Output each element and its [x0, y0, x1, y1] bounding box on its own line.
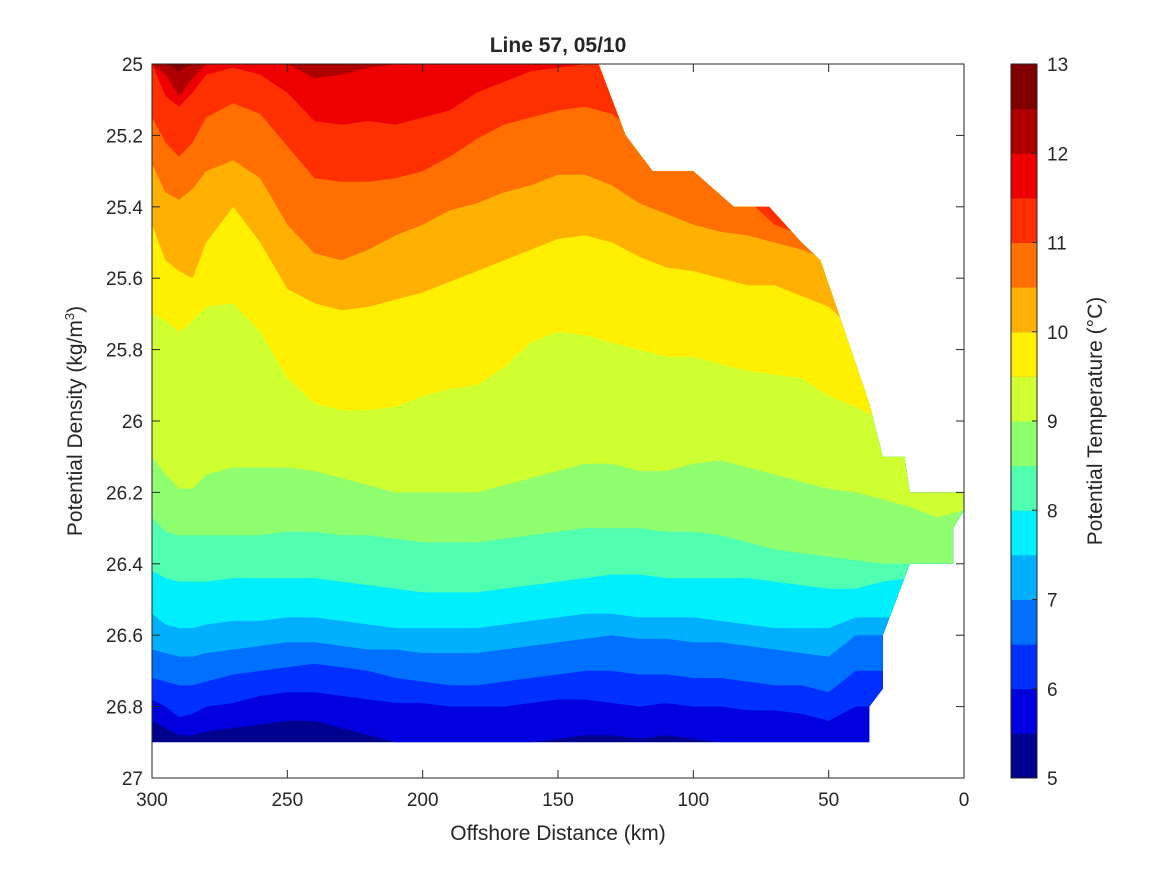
x-tick-label: 150: [542, 790, 574, 811]
colorbar-label: Potential Temperature (°C): [1084, 297, 1107, 545]
x-tick-label: 250: [271, 790, 303, 811]
colorbar-tick-label: 5: [1047, 769, 1058, 790]
colorbar-swatch: [1011, 242, 1037, 288]
x-tick-label: 100: [677, 790, 709, 811]
y-axis-label-text: Potential Density (kg/m: [64, 320, 87, 536]
y-tick-label: 26: [122, 412, 143, 433]
colorbar-swatch: [1011, 688, 1037, 734]
y-tick-label: 25.8: [106, 341, 143, 362]
y-tick-label: 26.6: [106, 626, 143, 647]
colorbar-swatch: [1011, 376, 1037, 422]
colorbar-swatch: [1011, 421, 1037, 467]
y-tick-label: 26.8: [106, 698, 143, 719]
colorbar-swatch: [1011, 510, 1037, 556]
y-axis-ticks: 25 25.2 25.4 25.6 25.8 26 26.2 26.4 26.6 26.8 27: [106, 55, 964, 790]
colorbar-swatch: [1011, 153, 1037, 199]
colorbar-tick-label: 9: [1047, 412, 1058, 433]
y-tick-label: 25.6: [106, 269, 143, 290]
colorbar-swatch: [1011, 64, 1037, 110]
y-tick-label: 26.4: [106, 555, 143, 576]
colorbar: [1011, 63, 1037, 779]
x-tick-label: 50: [818, 790, 839, 811]
colorbar-tick-label: 8: [1047, 501, 1058, 522]
colorbar-swatch: [1011, 108, 1037, 154]
colorbar-swatch: [1011, 599, 1037, 645]
colorbar-tick-label: 12: [1047, 144, 1068, 165]
colorbar-swatch: [1011, 197, 1037, 243]
colorbar-swatch: [1011, 554, 1037, 600]
y-tick-label: 25.2: [106, 126, 143, 147]
y-axis-label-close: ): [64, 306, 87, 313]
chart-title: Line 57, 05/10: [490, 34, 627, 57]
contour-band-12: [152, 64, 964, 97]
colorbar-tick-label: 10: [1047, 323, 1068, 344]
x-axis-label: Offshore Distance (km): [450, 822, 666, 845]
colorbar-tick-label: 6: [1047, 680, 1058, 701]
y-tick-label: 27: [122, 769, 143, 790]
colorbar-tick-label: 13: [1047, 55, 1068, 76]
colorbar-swatch: [1011, 644, 1037, 690]
x-tick-label: 300: [136, 790, 168, 811]
colorbar-tick-label: 11: [1047, 234, 1067, 255]
colorbar-ticks: 5 6 7 8 9 10 11 12 13: [1032, 55, 1068, 790]
x-tick-label: 0: [959, 790, 970, 811]
x-axis-ticks: 300 250 200 150 100 50 0: [136, 64, 969, 811]
colorbar-tick-label: 7: [1047, 591, 1058, 612]
y-tick-label: 25.4: [106, 198, 143, 219]
y-axis-label: Potential Density (kg/m3): [62, 306, 87, 536]
colorbar-swatch: [1011, 465, 1037, 511]
y-tick-label: 25: [122, 55, 143, 76]
colorbar-swatch: [1011, 733, 1037, 779]
x-tick-label: 200: [407, 790, 439, 811]
y-axis-label-superscript: 3: [62, 313, 77, 320]
y-tick-label: 26.2: [106, 483, 143, 504]
colorbar-swatch: [1011, 287, 1037, 333]
colorbar-swatch: [1011, 331, 1037, 377]
